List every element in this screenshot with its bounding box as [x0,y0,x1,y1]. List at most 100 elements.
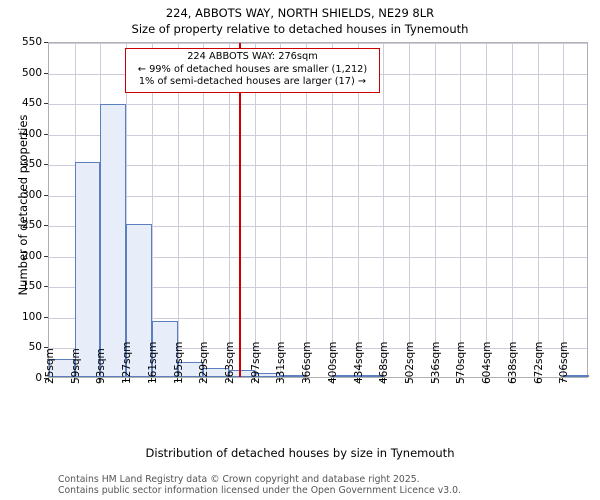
x-axis-label: Distribution of detached houses by size … [145,446,455,460]
annotation-line-1: 224 ABBOTS WAY: 276sqm [187,51,318,62]
gridline-vertical [409,43,410,377]
y-tick-mark [44,255,48,257]
gridline-horizontal [49,43,587,44]
y-tick-label: 250 [21,219,42,232]
bar [100,103,127,377]
gridline-vertical [434,43,436,377]
x-tick-mark [125,378,127,382]
y-tick-label: 500 [21,66,42,79]
gridline-vertical [383,43,385,377]
x-tick-mark [510,378,512,382]
bar [151,320,178,377]
x-tick-mark [536,378,538,382]
x-tick-label: 672sqm [532,341,545,384]
x-tick-label: 297sqm [249,341,262,384]
x-tick-mark [408,378,409,382]
x-tick-mark [459,378,461,382]
y-tick-label: 100 [21,310,42,323]
x-tick-label: 59sqm [69,348,82,384]
footer-copyright-line-1: Contains HM Land Registry data © Crown c… [58,474,420,485]
x-tick-mark [228,378,229,382]
page-title: 224, ABBOTS WAY, NORTH SHIELDS, NE29 8LR [165,6,435,20]
y-tick-mark [44,194,48,196]
bar [229,370,255,377]
y-tick-mark [44,225,48,227]
y-tick-label: 450 [21,97,42,110]
x-tick-label: 195sqm [172,341,185,384]
x-tick-label: 536sqm [429,341,442,384]
gridline-vertical [331,43,333,377]
x-tick-mark [202,378,204,382]
bar [357,375,384,377]
bar [563,375,589,377]
gridline-horizontal [49,226,587,228]
x-tick-label: 93sqm [95,348,108,384]
property-marker-line [238,43,241,377]
x-tick-label: 25sqm [44,348,56,384]
gridline-vertical [126,43,128,377]
gridline-vertical [486,43,488,377]
gridline-horizontal [49,165,587,167]
plot-area [48,42,589,378]
chart-subtitle: Size of property relative to detached ho… [131,22,469,36]
y-tick-label: 0 [35,372,42,384]
y-tick-label: 400 [21,127,42,140]
gridline-vertical [511,43,513,377]
x-tick-label: 331sqm [275,341,288,384]
y-tick-label: 200 [21,249,42,262]
x-tick-label: 570sqm [455,341,468,384]
gridline-vertical [254,43,256,377]
x-tick-label: 638sqm [506,341,519,384]
x-tick-mark [150,378,152,382]
bar [74,161,101,377]
gridline-horizontal [49,287,587,289]
y-tick-label: 550 [21,36,42,48]
x-tick-label: 400sqm [326,341,339,384]
gridline-vertical [537,43,539,377]
gridline-vertical [563,43,565,377]
x-tick-label: 706sqm [558,341,571,384]
y-tick-mark [44,103,48,105]
gridline-vertical [177,43,179,377]
gridline-vertical [203,43,205,377]
annotation-line-2: ← 99% of detached houses are smaller (1,… [137,63,368,75]
x-tick-mark [73,378,75,382]
gridline-horizontal [49,256,587,258]
y-tick-mark [44,286,48,288]
x-tick-label: 604sqm [481,341,494,384]
y-tick-label: 150 [21,280,42,293]
gridline-horizontal [49,317,587,319]
gridline-horizontal [49,134,587,136]
gridline-vertical [229,43,230,377]
chart-title-block: 224, ABBOTS WAY, NORTH SHIELDS, NE29 8LR… [0,6,600,37]
gridline-horizontal [49,348,587,350]
y-tick-mark [44,164,48,166]
y-tick-mark [44,72,48,74]
x-tick-mark [48,378,49,382]
gridline-vertical [357,43,359,377]
marker-annotation: 224 ABBOTS WAY: 276sqm ← 99% of detached… [125,48,380,93]
y-tick-mark [44,42,48,43]
x-tick-mark [356,378,358,382]
x-tick-mark [99,378,101,382]
bar [331,375,358,377]
gridline-horizontal [49,104,587,106]
y-tick-label: 50 [28,341,42,354]
y-tick-label: 350 [21,158,42,171]
bar [203,368,229,377]
bar [254,373,281,377]
gridline-vertical [306,43,308,377]
x-tick-label: 434sqm [352,341,365,384]
x-tick-mark [176,378,178,382]
y-tick-mark [44,133,48,135]
y-axis-label: Number of detached properties [16,114,30,296]
bar [49,359,75,377]
gridline-vertical [280,43,282,377]
x-tick-mark [253,378,255,382]
x-tick-mark [485,378,487,382]
x-tick-mark [382,378,384,382]
bar [280,374,307,377]
x-tick-mark [330,378,332,382]
x-tick-mark [305,378,307,382]
